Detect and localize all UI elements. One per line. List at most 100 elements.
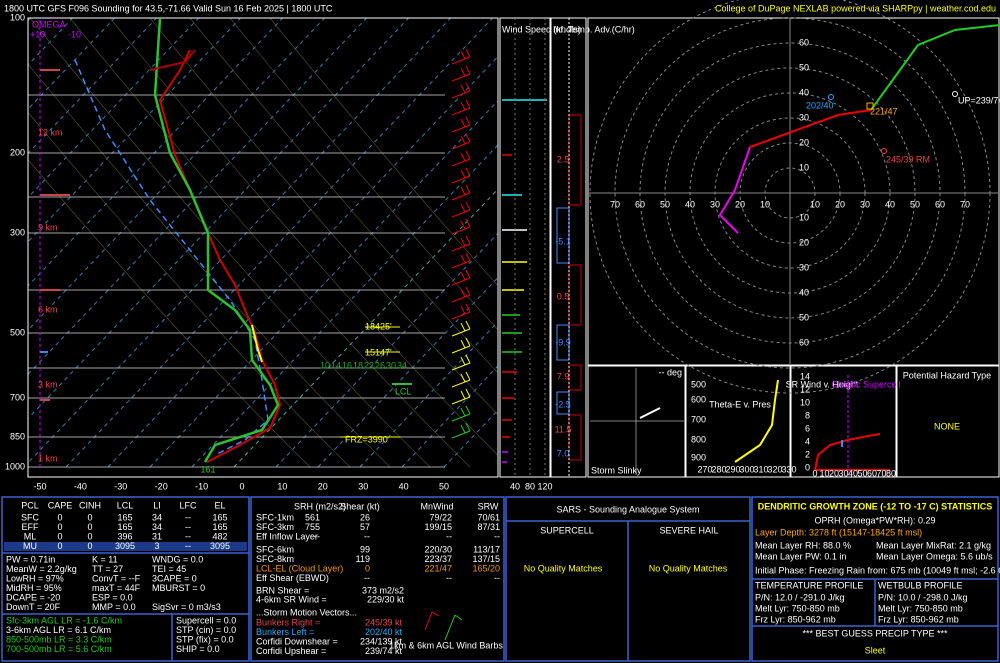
barb-staff <box>451 124 471 133</box>
barb-flag <box>465 150 471 160</box>
parcel-header: EL <box>214 500 225 510</box>
parcel-header: LI <box>153 500 161 510</box>
pressure-label: 100 <box>10 12 25 22</box>
barb-flag <box>465 269 471 279</box>
parcel-header: LFC <box>179 500 197 510</box>
parcel-cell: 165 <box>212 512 227 522</box>
kin-cell: 221/47 <box>424 563 452 573</box>
dgz-stat: OPRH (Omega*PW*RH): 0.29 <box>814 515 935 525</box>
kin-header: SRH (m2/s2) <box>294 501 346 511</box>
barb-flag <box>465 82 471 92</box>
parcel-cell: -- <box>185 541 191 551</box>
thetae-pres: 700 <box>691 414 706 424</box>
kin-cell: SFC-1km <box>256 512 294 522</box>
kin-header: Shear (kt) <box>340 501 380 511</box>
height-label: 3 km <box>38 379 58 389</box>
parcel-cell: 0 <box>87 531 92 541</box>
hodo-label: 50 <box>799 312 809 322</box>
skewt-traces <box>74 18 282 463</box>
index: ESP = 0.0 <box>92 592 133 602</box>
thetae-temp: 280 <box>711 464 726 474</box>
barb-flag <box>460 220 466 230</box>
parcel-cell: SFC <box>21 512 40 522</box>
parcel-cell: 3 <box>154 541 159 551</box>
index: K = 11 <box>92 554 118 564</box>
index: DownT = 20F <box>6 602 61 612</box>
hodo-label: 60 <box>635 199 645 209</box>
skewt-grid <box>28 18 498 468</box>
index: WNDG = 0.0 <box>152 554 203 564</box>
srwind-height: 8 <box>805 410 810 420</box>
skewt-frame <box>27 17 499 478</box>
barb-staff <box>451 260 471 269</box>
pressure-label: 700 <box>10 392 25 402</box>
barb-staff <box>451 294 471 303</box>
precip-value: Sleet <box>865 645 886 655</box>
barb-flag <box>465 133 471 143</box>
barb-flag <box>465 337 471 347</box>
tadv-label: 2.5 <box>557 154 570 164</box>
kin-cell: 0 <box>365 563 370 573</box>
hodo-label: 20 <box>735 199 745 209</box>
profile-item: Frz Lyr: 850-962 mb <box>878 614 959 624</box>
barb-staff <box>451 209 471 218</box>
temp-top <box>149 49 196 71</box>
lapse-rate: 700-500mb LR = 5.6 C/km <box>6 644 112 654</box>
srwind-speed: 10 <box>819 468 829 478</box>
temp-label: 50 <box>439 481 449 491</box>
parcel-header: LCL <box>117 500 134 510</box>
barb-staff <box>451 345 471 354</box>
barb-flag <box>465 303 471 313</box>
mix-label: 14 <box>331 360 341 370</box>
tadv-label: 11.5 <box>555 424 572 434</box>
barb-flag <box>460 424 466 434</box>
dgz-top: 18425' <box>365 321 392 331</box>
thetae-temp: 330 <box>781 464 796 474</box>
sars-match: No Quality Matches <box>649 563 728 573</box>
barb-flag <box>460 84 466 94</box>
parcel-cell: MU <box>23 541 37 551</box>
barb-flag <box>465 201 471 211</box>
lcl-label: LCL <box>395 386 412 396</box>
dgz-stat: Mean Layer Omega: 5.6 ub/s <box>876 551 993 561</box>
parcel-cell: 396 <box>117 531 132 541</box>
composite: Supercell = 0.0 <box>176 615 236 625</box>
barb-staff <box>451 362 471 371</box>
parcel-cell: 0 <box>57 512 62 522</box>
index: DCAPE = -20 <box>6 592 60 602</box>
thetae-temp: 270 <box>697 464 712 474</box>
temp-label: 40 <box>399 481 409 491</box>
kin-value: 373 m2/s2 <box>362 585 404 595</box>
index: MMP = 0.0 <box>92 602 136 612</box>
barb-flag <box>460 101 466 111</box>
barb-staff <box>451 226 471 235</box>
composite: STP (fix) = 0.0 <box>176 634 234 644</box>
barb-flag <box>465 286 471 296</box>
dgz-stat: Mean Layer MixRat: 2.1 g/kg <box>876 540 991 550</box>
barb-flag <box>460 118 466 128</box>
srwind-height: 6 <box>805 423 810 433</box>
hodo-label: 10 <box>760 199 770 209</box>
pressure-label: 300 <box>10 227 25 237</box>
barb-flag <box>465 235 471 245</box>
thetae-pres: 800 <box>691 434 706 444</box>
motion-value: 202/40 kt <box>365 627 403 637</box>
hodo-label: 60 <box>799 37 809 47</box>
hodo-label: 40 <box>885 199 895 209</box>
index: SigSvr = 0 m3/s3 <box>152 602 221 612</box>
kin-cell: 223/37 <box>424 554 452 564</box>
kin-header: MnWind <box>420 501 453 511</box>
barbs-caption: 1km & 6km AGL Wind Barbs <box>389 640 503 650</box>
barb-staff <box>451 396 471 405</box>
composite: SHIP = 0.0 <box>176 644 220 654</box>
slinky-title: Storm Slinky <box>591 465 642 475</box>
hodo-frame <box>587 17 1000 366</box>
pressure-label: 850 <box>10 431 25 441</box>
profile-title: WETBULB PROFILE <box>878 580 963 590</box>
hodo-label: 10 <box>799 212 809 222</box>
kin-cell: 561 <box>305 512 320 522</box>
tadv-label: 7.9 <box>557 371 570 381</box>
parcel-cell: 0 <box>87 541 92 551</box>
srwind-speed: 30 <box>838 468 848 478</box>
